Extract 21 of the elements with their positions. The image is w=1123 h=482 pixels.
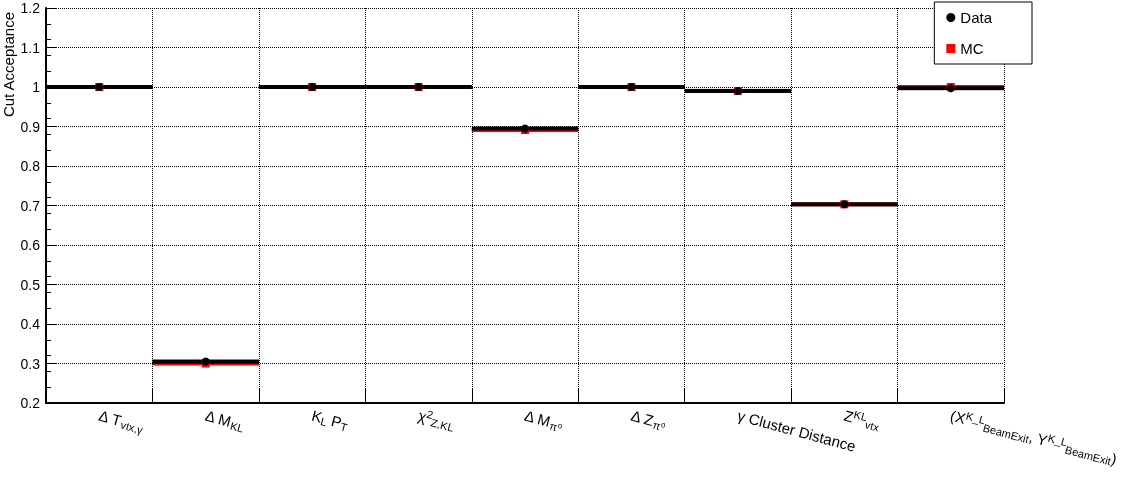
y-tick-label: 0.8 [20,158,41,174]
x-tick-label: Δ Mπ⁰ [522,406,564,435]
y-tick-label: 0.5 [20,276,41,293]
x-tick-label: Δ Zπ⁰ [629,406,667,434]
x-tick-label: KL PT [309,406,349,434]
x-tick-label: Δ Tvtx,γ [97,406,145,437]
y-tick-label: 1.1 [20,39,41,56]
x-tick-label: ZKLvtx [842,406,881,434]
legend-label: Data [960,9,993,26]
y-tick-label: 1.2 [20,0,41,16]
y-tick-label: 0.3 [20,355,41,372]
y-tick-label: 0.4 [20,316,41,332]
y-tick-label: 0.2 [20,395,41,411]
y-axis-title: Cut Acceptance [0,12,17,118]
y-tick-label: 0.6 [20,237,41,253]
y-tick-label: 0.7 [20,197,41,214]
y-tick-label: 0.9 [20,118,41,135]
x-tick-label: χ2Z,KL [416,406,456,434]
y-tick-label: 1 [32,79,41,95]
legend-label: MC [960,40,984,57]
x-tick-label: Δ MKL [203,406,246,435]
